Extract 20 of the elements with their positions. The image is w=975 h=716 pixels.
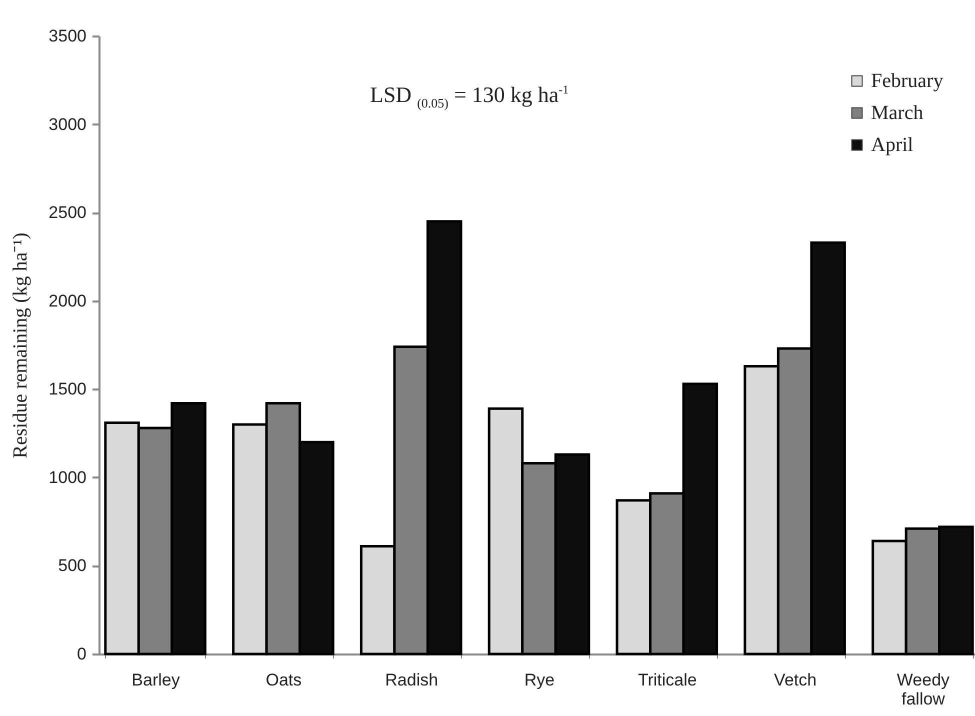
- legend-label: April: [871, 134, 914, 156]
- x-tick-label: Weedy fallow: [896, 670, 950, 708]
- x-tick-label: Rye: [524, 670, 555, 690]
- x-tick-label: Barley: [132, 670, 180, 690]
- x-tick-label: Vetch: [774, 670, 817, 690]
- x-tick-label: Radish: [385, 670, 438, 690]
- legend-label: February: [871, 70, 944, 92]
- y-tick-label: 0: [77, 644, 86, 664]
- y-tick-label: 3500: [48, 26, 86, 46]
- x-tick-label: Triticale: [638, 670, 697, 690]
- legend-label: March: [871, 102, 924, 124]
- y-tick-label: 2000: [48, 291, 86, 310]
- y-axis-title: Residue remaining (kg ha⁻¹): [10, 232, 32, 458]
- y-tick-label: 500: [58, 556, 86, 576]
- x-tick-label: Oats: [266, 670, 302, 690]
- y-tick-label: 3000: [48, 114, 86, 134]
- y-tick-label: 1500: [48, 380, 86, 399]
- annotation: LSD $_{(0.05)}$ = 130 kg ha$^{-1}$: [370, 82, 569, 112]
- y-tick-label: 1000: [48, 468, 86, 487]
- y-tick-label: 2500: [48, 203, 86, 222]
